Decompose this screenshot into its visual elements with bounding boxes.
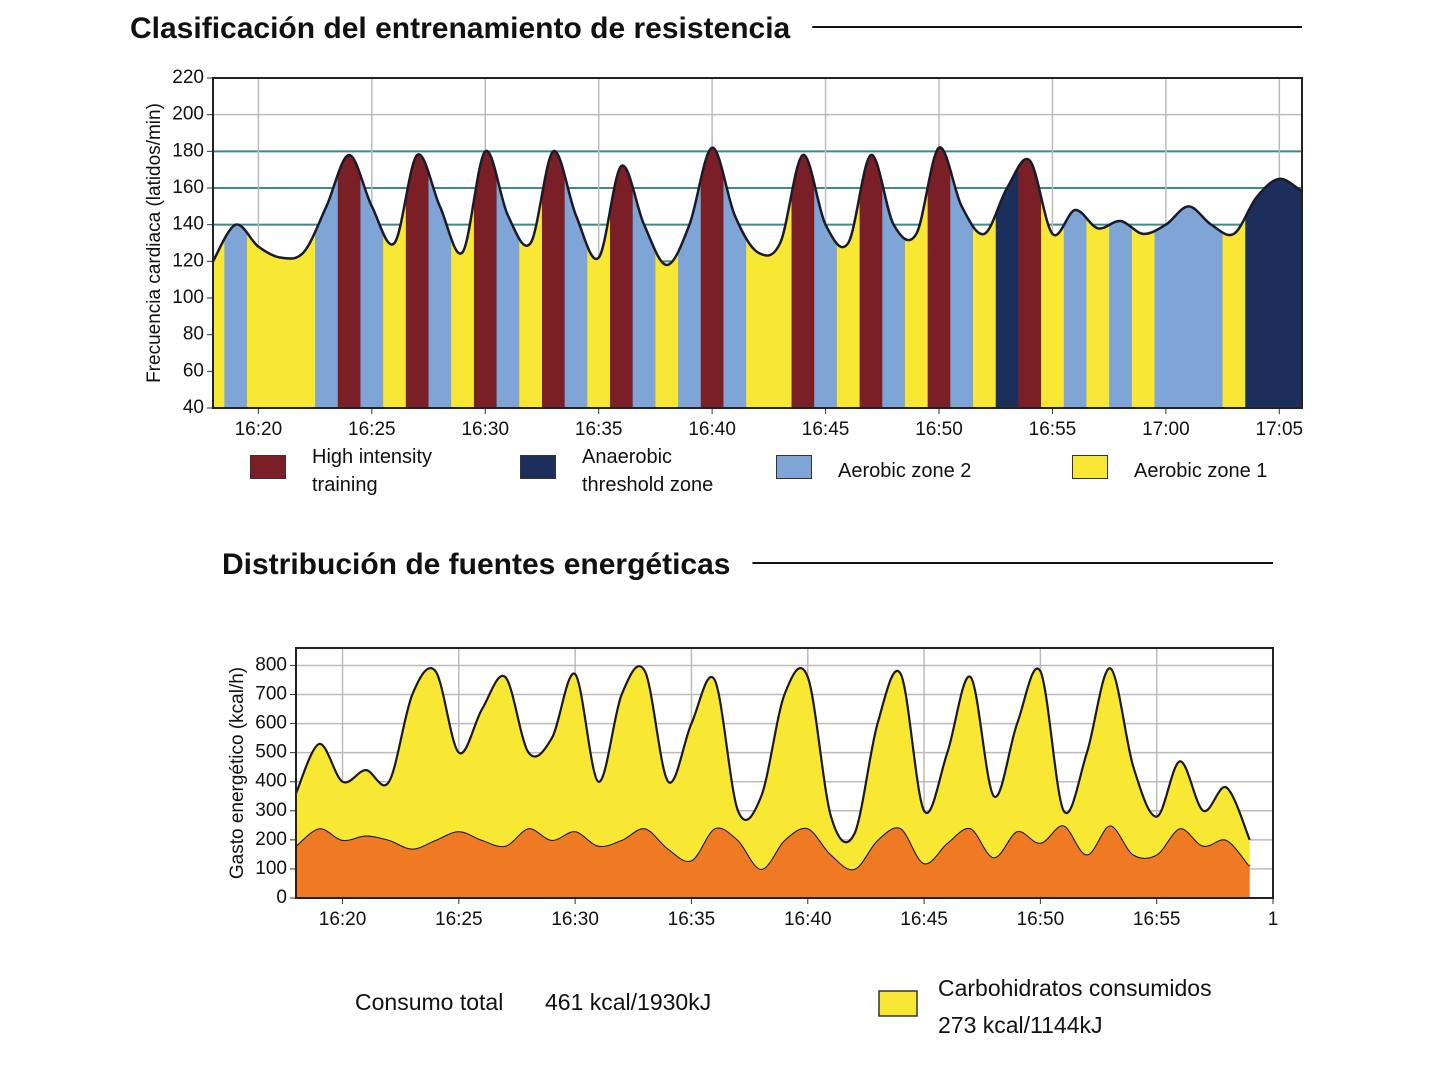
chart-title: Clasificación del entrenamiento de resis… (130, 12, 791, 45)
x-tick-label: 16:45 (900, 909, 948, 930)
total-value: 461 kcal/1930kJ (545, 989, 711, 1015)
y-tick-label: 800 (255, 654, 287, 675)
y-tick-label: 600 (255, 713, 287, 734)
zone-band (1290, 147, 1302, 408)
zone-band (610, 147, 634, 408)
zone-band (213, 147, 225, 408)
zone-band (473, 147, 498, 408)
y-tick-label: 200 (255, 829, 287, 850)
y-tick-label: 80 (183, 324, 204, 345)
x-tick-label: 16:30 (551, 909, 599, 930)
x-tick-label: 16:40 (784, 909, 832, 930)
x-tick-label: 16:50 (1017, 909, 1065, 930)
zone-band (700, 147, 724, 408)
y-tick-label: 100 (172, 287, 204, 308)
x-tick-label: 16:20 (235, 419, 283, 440)
zone-band (337, 147, 361, 408)
zone-band (859, 147, 883, 408)
x-tick-label: 17:05 (1256, 419, 1304, 440)
stacked-area (296, 825, 1250, 898)
y-tick-label: 160 (172, 177, 204, 198)
y-tick-label: 0 (276, 887, 287, 908)
zone-band (995, 147, 1019, 408)
zone-band (541, 147, 566, 408)
stacked-area (296, 666, 1250, 870)
area-outline (296, 665, 1251, 844)
zone-band (1177, 147, 1201, 408)
y-tick-label: 220 (172, 67, 204, 88)
y-axis-label: Gasto energético (kcal/h) (227, 667, 248, 879)
y-tick-label: 400 (255, 771, 287, 792)
x-tick-label: 16:55 (1133, 909, 1181, 930)
zone-band (791, 147, 815, 408)
legend-swatch (1072, 455, 1108, 479)
y-tick-label: 180 (172, 140, 204, 161)
zone-band (1018, 147, 1042, 408)
x-tick-label: 16:35 (575, 419, 623, 440)
x-tick-label: 16:50 (915, 419, 963, 440)
x-tick-label: 16:35 (668, 909, 716, 930)
x-tick-label: 16:55 (1029, 419, 1077, 440)
y-tick-label: 700 (255, 684, 287, 705)
y-tick-label: 140 (172, 214, 204, 235)
zone-band (927, 147, 951, 408)
y-tick-label: 200 (172, 104, 204, 125)
x-tick-label: 16:40 (688, 419, 736, 440)
legend-swatch (776, 455, 812, 479)
total-label: Consumo total (355, 989, 503, 1015)
legend-label: Aerobic zone 1 (1134, 460, 1268, 482)
y-tick-label: 40 (183, 397, 204, 418)
legend-swatch (250, 455, 286, 479)
legend-label: Anaerobic threshold zone (582, 446, 714, 496)
y-tick-label: 500 (255, 742, 287, 763)
x-tick-label: 16:25 (348, 419, 396, 440)
zone-band (1267, 147, 1292, 408)
carb-value: 273 kcal/1144kJ (938, 1012, 1103, 1038)
zone-band (405, 147, 430, 408)
x-tick-label: 17:00 (1142, 419, 1190, 440)
legend-swatch (520, 455, 556, 479)
legend-label: High intensity training (312, 446, 433, 496)
y-tick-label: 120 (172, 250, 204, 271)
x-tick-label: 16:25 (435, 909, 483, 930)
y-tick-label: 60 (183, 360, 204, 381)
y-tick-label: 100 (255, 858, 287, 879)
y-tick-label: 300 (255, 800, 287, 821)
x-tick-label: 16:45 (802, 419, 850, 440)
heart-rate-line (213, 146, 1302, 267)
plot-frame (212, 77, 1303, 409)
plot-frame (295, 647, 1274, 899)
legend-label: Carbohidratos consumidos (938, 975, 1212, 1001)
x-tick-label: 1 (1268, 909, 1279, 930)
zone-band (1245, 147, 1269, 408)
legend-swatch (878, 990, 918, 1017)
x-tick-label: 16:20 (319, 909, 367, 930)
x-tick-label: 16:30 (461, 419, 509, 440)
legend-label: Aerobic zone 2 (838, 460, 972, 482)
y-axis-label: Frecuencia cardiaca (latidos/min) (144, 103, 165, 383)
chart-title: Distribución de fuentes energéticas (222, 548, 730, 581)
